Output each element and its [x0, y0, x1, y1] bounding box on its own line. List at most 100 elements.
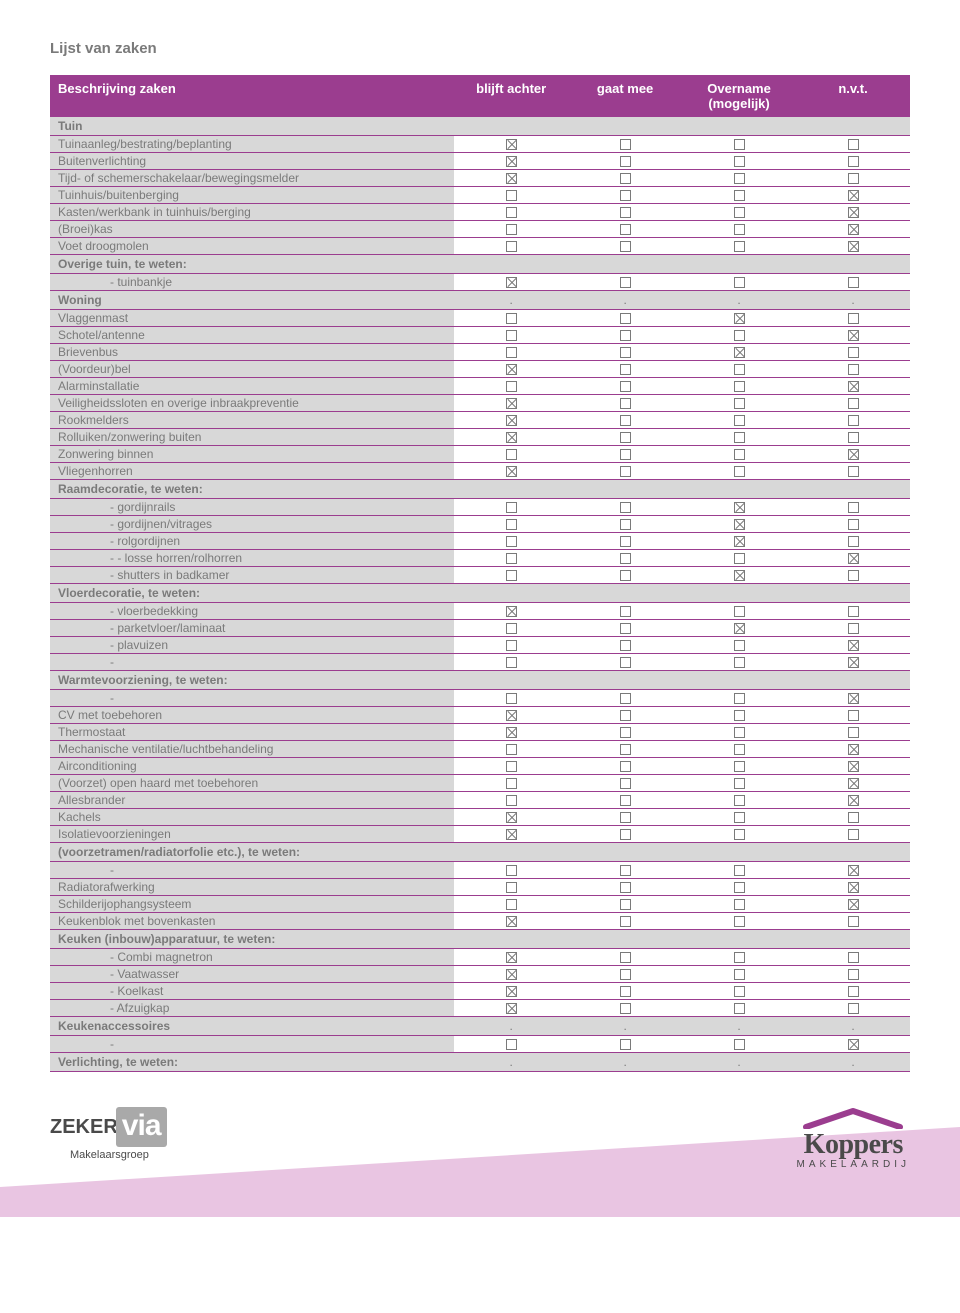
checkbox-empty-icon[interactable] [734, 710, 745, 721]
checkbox-empty-icon[interactable] [734, 916, 745, 927]
checkbox-checked-icon[interactable] [506, 415, 517, 426]
checkbox-checked-icon[interactable] [506, 398, 517, 409]
checkbox-empty-icon[interactable] [620, 623, 631, 634]
checkbox-empty-icon[interactable] [734, 139, 745, 150]
checkbox-empty-icon[interactable] [620, 139, 631, 150]
checkbox-empty-icon[interactable] [848, 812, 859, 823]
checkbox-empty-icon[interactable] [620, 536, 631, 547]
checkbox-checked-icon[interactable] [506, 606, 517, 617]
checkbox-empty-icon[interactable] [620, 241, 631, 252]
checkbox-empty-icon[interactable] [848, 398, 859, 409]
checkbox-empty-icon[interactable] [848, 139, 859, 150]
checkbox-empty-icon[interactable] [620, 173, 631, 184]
checkbox-empty-icon[interactable] [620, 364, 631, 375]
checkbox-empty-icon[interactable] [734, 727, 745, 738]
checkbox-empty-icon[interactable] [620, 657, 631, 668]
checkbox-checked-icon[interactable] [848, 693, 859, 704]
checkbox-empty-icon[interactable] [620, 207, 631, 218]
checkbox-checked-icon[interactable] [506, 812, 517, 823]
checkbox-checked-icon[interactable] [506, 952, 517, 963]
checkbox-empty-icon[interactable] [734, 224, 745, 235]
checkbox-empty-icon[interactable] [848, 1003, 859, 1014]
checkbox-empty-icon[interactable] [506, 761, 517, 772]
checkbox-empty-icon[interactable] [620, 313, 631, 324]
checkbox-empty-icon[interactable] [620, 156, 631, 167]
checkbox-empty-icon[interactable] [848, 829, 859, 840]
checkbox-empty-icon[interactable] [734, 795, 745, 806]
checkbox-empty-icon[interactable] [734, 778, 745, 789]
checkbox-empty-icon[interactable] [506, 224, 517, 235]
checkbox-checked-icon[interactable] [506, 829, 517, 840]
checkbox-empty-icon[interactable] [848, 173, 859, 184]
checkbox-empty-icon[interactable] [620, 330, 631, 341]
checkbox-checked-icon[interactable] [506, 364, 517, 375]
checkbox-empty-icon[interactable] [506, 1039, 517, 1050]
checkbox-empty-icon[interactable] [620, 969, 631, 980]
checkbox-empty-icon[interactable] [506, 865, 517, 876]
checkbox-empty-icon[interactable] [848, 952, 859, 963]
checkbox-empty-icon[interactable] [848, 502, 859, 513]
checkbox-empty-icon[interactable] [620, 1003, 631, 1014]
checkbox-empty-icon[interactable] [734, 882, 745, 893]
checkbox-empty-icon[interactable] [734, 761, 745, 772]
checkbox-empty-icon[interactable] [734, 1003, 745, 1014]
checkbox-empty-icon[interactable] [620, 952, 631, 963]
checkbox-empty-icon[interactable] [506, 570, 517, 581]
checkbox-empty-icon[interactable] [734, 432, 745, 443]
checkbox-empty-icon[interactable] [506, 519, 517, 530]
checkbox-empty-icon[interactable] [848, 969, 859, 980]
checkbox-empty-icon[interactable] [506, 899, 517, 910]
checkbox-checked-icon[interactable] [848, 207, 859, 218]
checkbox-empty-icon[interactable] [848, 277, 859, 288]
checkbox-empty-icon[interactable] [848, 364, 859, 375]
checkbox-empty-icon[interactable] [734, 657, 745, 668]
checkbox-empty-icon[interactable] [506, 449, 517, 460]
checkbox-empty-icon[interactable] [848, 432, 859, 443]
checkbox-empty-icon[interactable] [506, 795, 517, 806]
checkbox-empty-icon[interactable] [734, 466, 745, 477]
checkbox-checked-icon[interactable] [848, 778, 859, 789]
checkbox-empty-icon[interactable] [506, 241, 517, 252]
checkbox-empty-icon[interactable] [620, 570, 631, 581]
checkbox-empty-icon[interactable] [620, 381, 631, 392]
checkbox-empty-icon[interactable] [848, 606, 859, 617]
checkbox-empty-icon[interactable] [620, 347, 631, 358]
checkbox-checked-icon[interactable] [506, 156, 517, 167]
checkbox-empty-icon[interactable] [620, 502, 631, 513]
checkbox-empty-icon[interactable] [620, 449, 631, 460]
checkbox-empty-icon[interactable] [734, 277, 745, 288]
checkbox-empty-icon[interactable] [620, 916, 631, 927]
checkbox-empty-icon[interactable] [506, 623, 517, 634]
checkbox-checked-icon[interactable] [506, 466, 517, 477]
checkbox-checked-icon[interactable] [506, 969, 517, 980]
checkbox-checked-icon[interactable] [506, 986, 517, 997]
checkbox-empty-icon[interactable] [848, 415, 859, 426]
checkbox-empty-icon[interactable] [506, 640, 517, 651]
checkbox-checked-icon[interactable] [848, 744, 859, 755]
checkbox-empty-icon[interactable] [506, 693, 517, 704]
checkbox-checked-icon[interactable] [506, 1003, 517, 1014]
checkbox-empty-icon[interactable] [848, 347, 859, 358]
checkbox-empty-icon[interactable] [620, 398, 631, 409]
checkbox-empty-icon[interactable] [620, 744, 631, 755]
checkbox-empty-icon[interactable] [620, 829, 631, 840]
checkbox-empty-icon[interactable] [620, 986, 631, 997]
checkbox-empty-icon[interactable] [620, 899, 631, 910]
checkbox-empty-icon[interactable] [620, 519, 631, 530]
checkbox-empty-icon[interactable] [506, 347, 517, 358]
checkbox-empty-icon[interactable] [620, 432, 631, 443]
checkbox-checked-icon[interactable] [734, 502, 745, 513]
checkbox-empty-icon[interactable] [848, 466, 859, 477]
checkbox-empty-icon[interactable] [620, 693, 631, 704]
checkbox-empty-icon[interactable] [734, 693, 745, 704]
checkbox-empty-icon[interactable] [734, 865, 745, 876]
checkbox-checked-icon[interactable] [734, 313, 745, 324]
checkbox-empty-icon[interactable] [848, 570, 859, 581]
checkbox-empty-icon[interactable] [506, 330, 517, 341]
checkbox-empty-icon[interactable] [734, 207, 745, 218]
checkbox-empty-icon[interactable] [848, 986, 859, 997]
checkbox-empty-icon[interactable] [506, 657, 517, 668]
checkbox-empty-icon[interactable] [506, 553, 517, 564]
checkbox-empty-icon[interactable] [734, 744, 745, 755]
checkbox-empty-icon[interactable] [848, 156, 859, 167]
